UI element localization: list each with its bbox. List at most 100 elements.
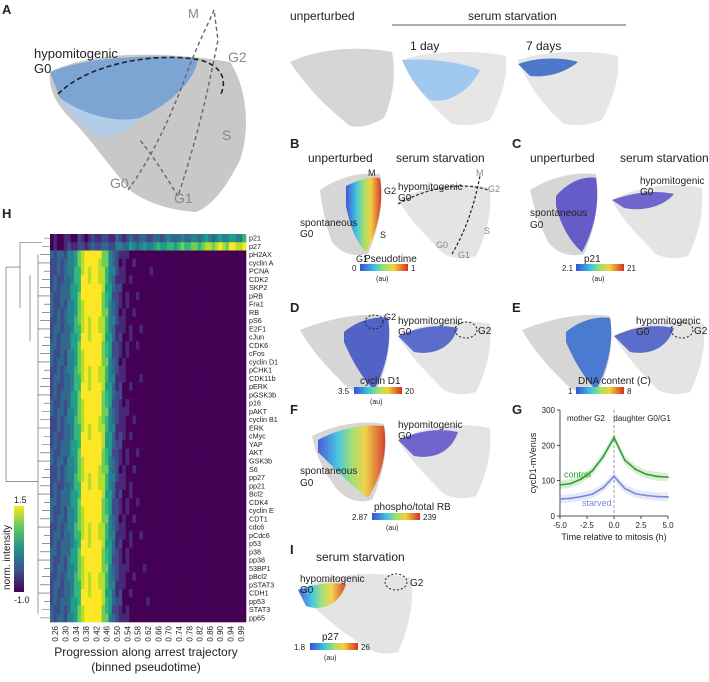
heatmap-cell	[187, 498, 192, 507]
heatmap-cell	[242, 324, 247, 334]
heatmap-cell	[129, 250, 133, 260]
heatmap-cell	[184, 382, 188, 392]
heatmap-cell	[228, 324, 233, 334]
heatmap-cell	[91, 564, 96, 573]
heatmap-cell	[118, 250, 123, 260]
heatmap-cell	[53, 300, 58, 309]
heatmap-cell	[225, 605, 230, 615]
heatmap-cell	[70, 316, 75, 326]
heatmap-cell	[122, 366, 126, 375]
heatmap-cell	[170, 324, 175, 334]
heatmap-cell	[166, 399, 171, 408]
heatmap-cell	[204, 407, 209, 416]
heatmap-cell	[218, 341, 223, 350]
heatmap-cell	[156, 514, 161, 524]
heatmap-cell	[135, 481, 140, 491]
heatmap-cell	[156, 522, 161, 532]
heatmap-cell	[156, 300, 161, 309]
heatmap-cell	[221, 250, 226, 260]
panel-g-x-tick-label: 2.5	[635, 521, 647, 530]
heatmap-cell	[77, 242, 82, 251]
heatmap-cell	[170, 242, 175, 251]
heatmap-cell	[163, 580, 168, 590]
heatmap-cell	[242, 522, 247, 532]
heatmap-cell	[228, 473, 233, 482]
heatmap-cell	[146, 267, 151, 276]
panel-d-manifold-1-color	[344, 317, 390, 390]
heatmap-cell	[177, 432, 181, 441]
panel-a-g0-bottom: G0	[110, 175, 129, 191]
heatmap-cell	[67, 366, 71, 375]
panel-f-colorbar	[372, 513, 420, 520]
heatmap-cell	[187, 522, 192, 532]
heatmap-cell	[153, 341, 157, 350]
heatmap-cell	[239, 456, 243, 466]
heatmap-cell	[225, 415, 230, 425]
heatmap-cell	[122, 308, 126, 317]
heatmap-cell	[111, 267, 116, 276]
heatmap-cell	[84, 333, 89, 342]
heatmap-row-label: Bcl2	[249, 490, 263, 499]
heatmap-cell	[125, 300, 130, 309]
heatmap-cell	[80, 547, 85, 557]
heatmap-cell	[163, 399, 168, 408]
heatmap-cell	[194, 390, 199, 400]
heatmap-cell	[91, 473, 96, 482]
heatmap-cell	[204, 308, 209, 317]
heatmap-cell	[122, 539, 126, 549]
heatmap-cell	[132, 415, 137, 425]
heatmap-cell	[105, 242, 109, 251]
heatmap-cell	[173, 564, 178, 573]
heatmap-cell	[194, 514, 199, 524]
heatmap-cell	[91, 555, 96, 565]
heatmap-cell	[56, 564, 61, 573]
heatmap-cell	[146, 547, 151, 557]
heatmap-cell	[91, 366, 96, 375]
heatmap-cell	[111, 588, 116, 598]
heatmap-cell	[122, 423, 126, 433]
heatmap-cell	[139, 440, 144, 449]
panel-b-colorbar	[360, 264, 408, 271]
heatmap-cell	[166, 506, 171, 515]
heatmap-cell	[187, 564, 192, 573]
heatmap-cell	[225, 432, 230, 441]
panel-b-g2: G2	[384, 186, 396, 196]
heatmap-cell	[177, 366, 181, 375]
heatmap-cell	[60, 547, 65, 557]
heatmap-cell	[160, 547, 164, 557]
heatmap-cell	[225, 267, 230, 276]
heatmap-cell	[156, 580, 161, 590]
heatmap-cell	[70, 465, 75, 474]
heatmap-cell	[166, 531, 171, 540]
heatmap-cell	[156, 613, 161, 623]
heatmap-cell	[80, 572, 85, 582]
heatmap-cell	[201, 473, 206, 482]
heatmap-cell	[108, 291, 113, 301]
heatmap-cell	[129, 324, 133, 334]
heatmap-cell	[74, 473, 78, 482]
heatmap-cell	[187, 539, 192, 549]
heatmap-cell	[129, 407, 133, 416]
heatmap-cell	[80, 588, 85, 598]
heatmap-row-label: p53	[249, 539, 261, 548]
heatmap-cell	[129, 514, 133, 524]
heatmap-cell	[125, 390, 130, 400]
heatmap-row-label: p21	[249, 234, 261, 243]
heatmap-cell	[101, 423, 106, 433]
heatmap-cell	[170, 300, 175, 309]
heatmap-cell	[201, 258, 206, 268]
heatmap-cell	[108, 531, 113, 540]
heatmap-cell	[201, 547, 206, 557]
heatmap-cell	[105, 555, 109, 565]
heatmap-cell	[184, 316, 188, 326]
heatmap-cell	[156, 357, 161, 367]
heatmap-cell	[153, 407, 157, 416]
heatmap-cell	[228, 382, 233, 392]
heatmap-cell	[67, 242, 71, 251]
heatmap-cell	[94, 613, 99, 623]
heatmap-cell	[101, 473, 106, 482]
heatmap-cell	[180, 448, 185, 458]
heatmap-cell	[74, 481, 78, 491]
heatmap-cell	[70, 547, 75, 557]
